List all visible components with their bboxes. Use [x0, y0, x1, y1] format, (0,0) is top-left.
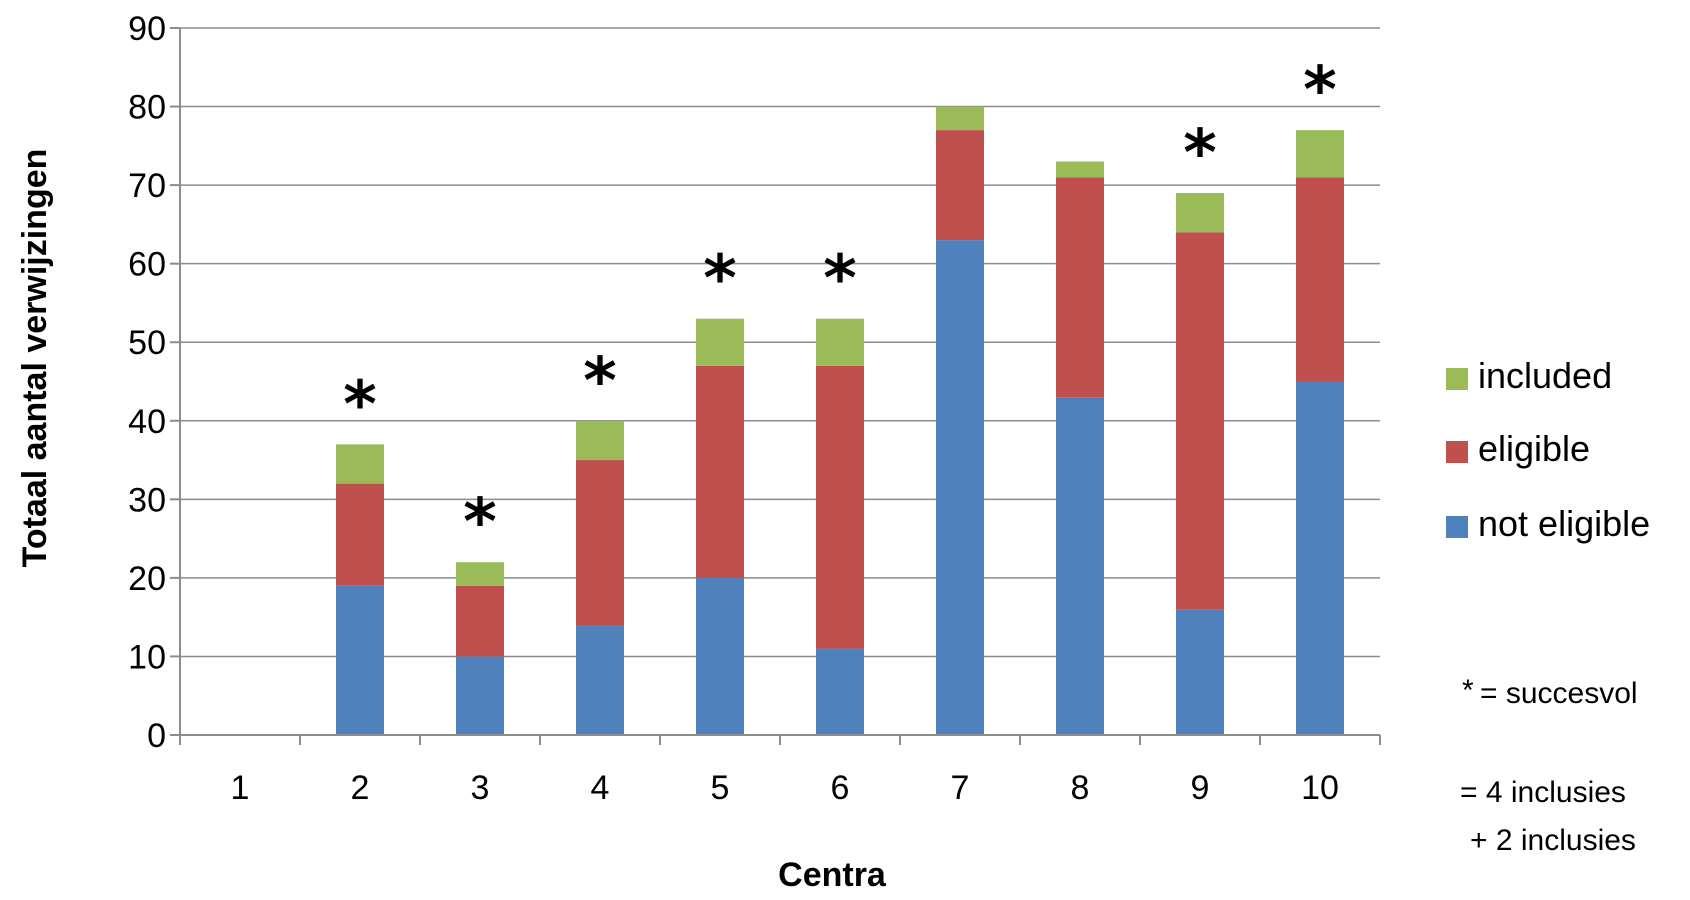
bar-not-eligible-6 — [816, 648, 864, 735]
y-tick-label: 80 — [128, 89, 166, 127]
y-tick-label: 40 — [128, 403, 166, 441]
y-tick-label: 30 — [128, 481, 166, 519]
bar-included-10 — [1296, 130, 1344, 178]
success-star: * — [463, 486, 496, 560]
success-star: * — [1183, 117, 1216, 191]
success-markers: * * * * * * * — [343, 54, 1336, 560]
bar-eligible-6 — [816, 365, 864, 649]
bar-eligible-10 — [1296, 177, 1344, 382]
y-tick-label: 20 — [128, 560, 166, 598]
legend-label-not-eligible: not eligible — [1478, 503, 1650, 544]
y-tick-label: 90 — [128, 10, 166, 48]
bar-included-4 — [576, 420, 624, 461]
x-tick-label: 5 — [711, 769, 730, 807]
success-star: * — [343, 368, 376, 442]
success-star: * — [703, 243, 736, 317]
bars — [336, 106, 1344, 735]
footnote-star: * — [1462, 674, 1474, 707]
bar-not-eligible-10 — [1296, 381, 1344, 735]
y-axis-title: Totaal aantal verwijzingen — [16, 149, 54, 568]
bar-not-eligible-9 — [1176, 609, 1224, 735]
bar-eligible-9 — [1176, 232, 1224, 610]
legend-swatch-eligible — [1446, 441, 1468, 463]
bar-eligible-5 — [696, 365, 744, 578]
x-tick-label: 8 — [1071, 769, 1090, 807]
x-tick-label: 9 — [1191, 769, 1210, 807]
footnote-line-1: = 4 inclusies — [1460, 776, 1626, 809]
success-star: * — [1303, 54, 1336, 128]
x-tick-label: 7 — [951, 769, 970, 807]
success-star: * — [823, 243, 856, 317]
y-tick-label: 0 — [147, 717, 166, 755]
legend: included eligible not eligible — [1446, 355, 1650, 544]
bar-included-3 — [456, 562, 504, 586]
x-tick-label: 10 — [1301, 769, 1339, 807]
x-axis-title: Centra — [778, 856, 887, 894]
success-star: * — [583, 345, 616, 419]
bar-not-eligible-5 — [696, 577, 744, 735]
x-tick-labels: 1 2 3 4 5 6 7 8 9 10 — [231, 769, 1339, 807]
bar-not-eligible-8 — [1056, 397, 1104, 735]
bar-not-eligible-7 — [936, 240, 984, 735]
legend-label-eligible: eligible — [1478, 428, 1590, 469]
bar-included-2 — [336, 444, 384, 484]
y-tick-label: 50 — [128, 324, 166, 362]
footnote-star-label: = succesvol — [1480, 677, 1638, 710]
y-tick-label: 10 — [128, 638, 166, 676]
x-tick-label: 1 — [231, 769, 250, 807]
axes — [170, 27, 1381, 745]
bar-included-5 — [696, 318, 744, 366]
bar-eligible-8 — [1056, 177, 1104, 398]
bar-included-9 — [1176, 192, 1224, 233]
bar-not-eligible-4 — [576, 625, 624, 735]
x-tick-label: 6 — [831, 769, 850, 807]
bar-eligible-4 — [576, 460, 624, 626]
bar-included-7 — [936, 106, 984, 131]
x-tick-label: 4 — [591, 769, 610, 807]
bar-eligible-3 — [456, 585, 504, 657]
bar-included-8 — [1056, 161, 1104, 178]
y-tick-label: 70 — [128, 167, 166, 205]
legend-swatch-included — [1446, 368, 1468, 390]
y-tick-labels: 0 10 20 30 40 50 60 70 80 90 — [128, 10, 166, 755]
legend-swatch-not-eligible — [1446, 516, 1468, 538]
bar-not-eligible-2 — [336, 585, 384, 735]
bar-included-6 — [816, 318, 864, 366]
bar-eligible-7 — [936, 130, 984, 241]
footnote-line-2: + 2 inclusies — [1470, 824, 1636, 857]
y-tick-label: 60 — [128, 246, 166, 284]
x-tick-label: 2 — [351, 769, 370, 807]
bar-not-eligible-3 — [456, 656, 504, 735]
footnote: * = succesvol = 4 inclusies + 2 inclusie… — [1460, 674, 1638, 857]
bar-eligible-2 — [336, 483, 384, 586]
legend-label-included: included — [1478, 355, 1612, 396]
x-tick-label: 3 — [471, 769, 490, 807]
